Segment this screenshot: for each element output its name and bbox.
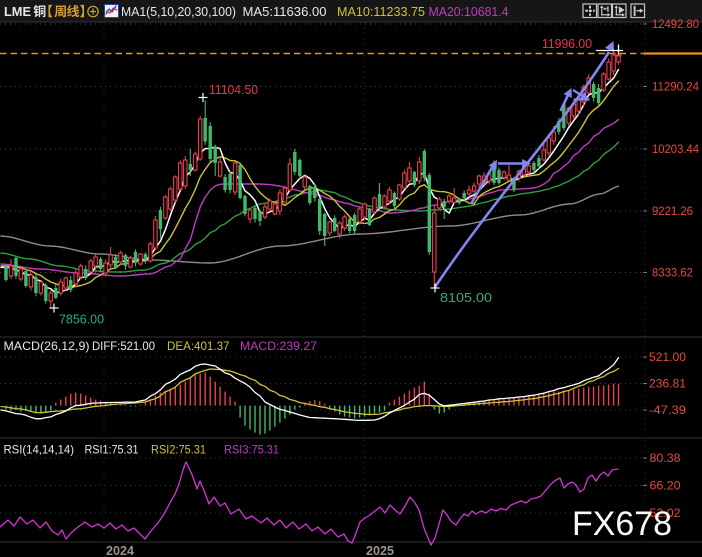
svg-text:11996.00: 11996.00: [542, 37, 592, 51]
svg-text:8333.62: 8333.62: [652, 268, 693, 280]
svg-text:7856.00: 7856.00: [59, 312, 104, 327]
svg-text:RSI2:75.31: RSI2:75.31: [151, 443, 206, 457]
svg-text:236.81: 236.81: [649, 379, 686, 391]
svg-text:52.02: 52.02: [650, 508, 681, 520]
svg-text:80.38: 80.38: [650, 453, 681, 465]
svg-text:521.00: 521.00: [649, 352, 686, 364]
svg-text:MACD:239.27: MACD:239.27: [240, 339, 317, 353]
svg-text:MA10:11233.75: MA10:11233.75: [337, 5, 425, 19]
svg-text:DEA:401.37: DEA:401.37: [167, 339, 230, 353]
svg-text:10203.44: 10203.44: [652, 144, 700, 156]
svg-text:2024: 2024: [106, 543, 135, 557]
svg-text:MA1(5,10,20,30,100): MA1(5,10,20,30,100): [121, 5, 236, 19]
svg-text:11104.50: 11104.50: [209, 83, 258, 97]
svg-text:12492.80: 12492.80: [652, 19, 699, 31]
svg-text:FX678: FX678: [572, 505, 672, 543]
svg-text:11290.24: 11290.24: [652, 82, 700, 94]
svg-text:LME: LME: [4, 4, 31, 19]
svg-text:RSI1:75.31: RSI1:75.31: [85, 443, 139, 457]
svg-text:9221.26: 9221.26: [652, 206, 693, 218]
svg-text:-47.39: -47.39: [649, 405, 686, 417]
svg-text:66.20: 66.20: [650, 481, 681, 493]
svg-text:2025: 2025: [366, 543, 394, 557]
svg-text:MA20:10681.4: MA20:10681.4: [429, 5, 509, 19]
svg-text:MA5:11636.00: MA5:11636.00: [243, 5, 327, 19]
svg-text:8105.00: 8105.00: [440, 290, 492, 305]
svg-text:RSI3:75.31: RSI3:75.31: [224, 443, 279, 457]
svg-text:RSI(14,14,14): RSI(14,14,14): [4, 443, 75, 457]
svg-text:MACD(26,12,9): MACD(26,12,9): [4, 339, 90, 353]
svg-text:DIFF:521.00: DIFF:521.00: [92, 339, 155, 353]
